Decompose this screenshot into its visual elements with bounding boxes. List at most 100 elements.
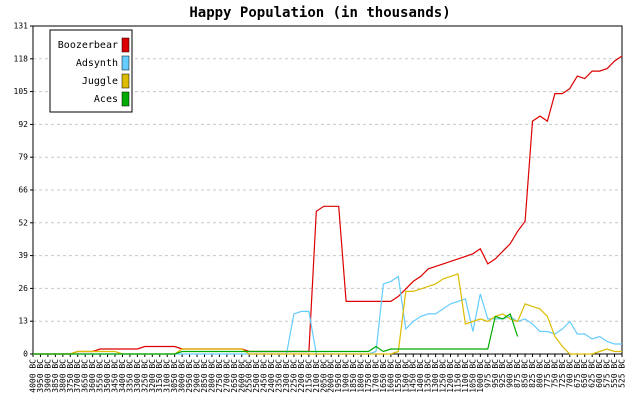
x-tick-label: 3400 BC: [118, 359, 127, 393]
x-tick-label: 3500 BC: [103, 359, 112, 393]
x-tick-label: 1300 BC: [431, 359, 440, 393]
x-tick-label: 2550 BC: [245, 359, 254, 393]
y-tick-label: 105: [14, 87, 29, 96]
x-tick-label: 750 BC: [550, 359, 559, 388]
x-tick-label: 3850 BC: [51, 359, 60, 393]
x-tick-label: 1500 BC: [401, 359, 410, 393]
x-tick-label: 975 BC: [483, 359, 492, 388]
x-tick-label: 3200 BC: [148, 359, 157, 393]
x-tick-label: 600 BC: [595, 359, 604, 388]
x-tick-label: 2150 BC: [304, 359, 313, 393]
x-tick-label: 1200 BC: [446, 359, 455, 393]
x-tick-label: 1000 BC: [476, 359, 485, 393]
legend-swatch: [121, 37, 130, 53]
x-tick-label: 650 BC: [580, 359, 589, 388]
x-tick-label: 900 BC: [506, 359, 515, 388]
x-tick-label: 3250 BC: [140, 359, 149, 393]
y-tick-label: 92: [18, 120, 28, 129]
x-tick-label: 725 BC: [558, 359, 567, 388]
x-tick-label: 1350 BC: [424, 359, 433, 393]
x-tick-label: 550 BC: [610, 359, 619, 388]
x-tick-label: 675 BC: [573, 359, 582, 388]
x-tick-label: 3750 BC: [66, 359, 75, 393]
x-tick-label: 2950 BC: [185, 359, 194, 393]
y-tick-label: 0: [23, 350, 28, 359]
x-tick-label: 3450 BC: [111, 359, 120, 393]
series-line: [33, 55, 623, 355]
x-tick-label: 3700 BC: [73, 359, 82, 393]
x-tick-label: 1800 BC: [357, 359, 366, 393]
x-tick-label: 4000 BC: [29, 359, 38, 393]
legend-label: Juggle: [82, 76, 118, 87]
x-tick-label: 525 BC: [618, 359, 627, 388]
x-tick-label: 825 BC: [528, 359, 537, 388]
x-tick-label: 2800 BC: [207, 359, 216, 393]
x-tick-label: 775 BC: [543, 359, 552, 388]
x-tick-label: 850 BC: [521, 359, 530, 388]
x-tick-label: 1850 BC: [349, 359, 358, 393]
y-tick-label: 79: [18, 153, 28, 162]
y-tick-label: 39: [18, 251, 28, 260]
y-tick-label: 131: [14, 22, 29, 31]
x-tick-label: 1450 BC: [409, 359, 418, 393]
x-tick-label: 2850 BC: [200, 359, 209, 393]
x-tick-label: 2050 BC: [319, 359, 328, 393]
x-tick-label: 1150 BC: [453, 359, 462, 393]
x-tick-label: 2450 BC: [260, 359, 269, 393]
x-tick-label: 3900 BC: [43, 359, 52, 393]
y-tick-label: 118: [14, 54, 29, 63]
x-tick-label: 3000 BC: [178, 359, 187, 393]
x-tick-label: 3100 BC: [163, 359, 172, 393]
x-tick-label: 2200 BC: [297, 359, 306, 393]
chart-title: Happy Population (in thousands): [189, 5, 450, 21]
legend-label: Boozerbear: [58, 40, 118, 51]
y-tick-label: 66: [18, 186, 28, 195]
series-line: [33, 312, 519, 355]
x-tick-label: 3950 BC: [36, 359, 45, 393]
x-tick-label: 2400 BC: [267, 359, 276, 393]
legend-box: [49, 29, 133, 113]
x-tick-label: 575 BC: [603, 359, 612, 388]
x-tick-label: 875 BC: [513, 359, 522, 388]
x-tick-label: 2650 BC: [230, 359, 239, 393]
x-tick-label: 3600 BC: [88, 359, 97, 393]
x-tick-label: 1900 BC: [342, 359, 351, 393]
x-tick-label: 1400 BC: [416, 359, 425, 393]
x-tick-label: 2300 BC: [282, 359, 291, 393]
x-tick-label: 2350 BC: [275, 359, 284, 393]
x-tick-label: 2700 BC: [222, 359, 231, 393]
x-tick-label: 2500 BC: [252, 359, 261, 393]
x-tick-label: 3800 BC: [58, 359, 67, 393]
x-tick-label: 1600 BC: [386, 359, 395, 393]
x-tick-label: 1700 BC: [371, 359, 380, 393]
x-tick-label: 1100 BC: [461, 359, 470, 393]
legend-swatch: [121, 55, 130, 71]
x-tick-label: 1750 BC: [364, 359, 373, 393]
x-tick-label: 2000 BC: [327, 359, 336, 393]
x-tick-label: 2900 BC: [193, 359, 202, 393]
y-tick-label: 26: [18, 284, 28, 293]
x-tick-label: 3300 BC: [133, 359, 142, 393]
x-tick-label: 3050 BC: [170, 359, 179, 393]
x-tick-label: 1950 BC: [334, 359, 343, 393]
x-tick-label: 925 BC: [498, 359, 507, 388]
x-tick-label: 625 BC: [588, 359, 597, 388]
legend-swatch: [121, 91, 130, 107]
x-tick-label: 700 BC: [565, 359, 574, 388]
legend-swatch: [121, 73, 130, 89]
x-tick-label: 1550 BC: [394, 359, 403, 393]
x-tick-label: 3650 BC: [81, 359, 90, 393]
legend-label: Adsynth: [76, 58, 118, 69]
legend-label: Aces: [94, 94, 118, 105]
y-tick-label: 13: [18, 317, 28, 326]
x-tick-label: 1650 BC: [379, 359, 388, 393]
y-tick-label: 52: [18, 218, 28, 227]
x-tick-label: 2600 BC: [237, 359, 246, 393]
x-tick-label: 3550 BC: [96, 359, 105, 393]
x-tick-label: 3350 BC: [125, 359, 134, 393]
x-tick-label: 2750 BC: [215, 359, 224, 393]
x-tick-label: 3150 BC: [155, 359, 164, 393]
x-tick-label: 1250 BC: [439, 359, 448, 393]
x-tick-label: 1050 BC: [468, 359, 477, 393]
